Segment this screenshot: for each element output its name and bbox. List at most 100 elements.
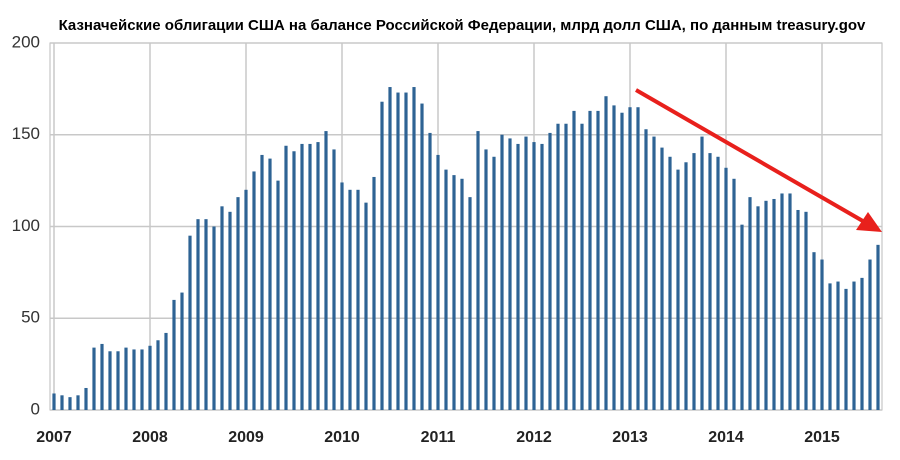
bar bbox=[556, 123, 560, 411]
bar bbox=[724, 167, 728, 410]
bar bbox=[812, 252, 816, 410]
bar bbox=[844, 288, 848, 410]
chart-title: Казначейские облигации США на балансе Ро… bbox=[59, 17, 866, 34]
x-tick-label: 2012 bbox=[516, 429, 552, 446]
bar bbox=[108, 351, 112, 410]
bar bbox=[356, 189, 360, 410]
bar bbox=[668, 156, 672, 410]
bar bbox=[196, 219, 200, 410]
bar bbox=[436, 154, 440, 410]
bar bbox=[404, 92, 408, 411]
bar bbox=[660, 147, 664, 410]
bar bbox=[460, 178, 464, 410]
bar bbox=[124, 347, 128, 410]
bar bbox=[716, 156, 720, 410]
bar bbox=[876, 244, 880, 410]
bar bbox=[308, 143, 312, 411]
bar bbox=[276, 180, 280, 410]
bar bbox=[300, 143, 304, 411]
bar bbox=[804, 211, 808, 410]
bar bbox=[484, 149, 488, 410]
bar bbox=[516, 143, 520, 411]
bar bbox=[244, 189, 248, 410]
x-tick-label: 2008 bbox=[132, 429, 168, 446]
bar bbox=[84, 387, 88, 410]
bar bbox=[164, 332, 168, 410]
bar bbox=[828, 283, 832, 410]
bar bbox=[476, 131, 480, 410]
bar bbox=[292, 151, 296, 410]
bar bbox=[140, 349, 144, 410]
bar bbox=[444, 169, 448, 410]
bar bbox=[748, 197, 752, 410]
bar bbox=[796, 209, 800, 410]
x-tick-label: 2011 bbox=[421, 429, 456, 446]
bar bbox=[684, 162, 688, 410]
bar bbox=[572, 110, 576, 411]
bar bbox=[92, 347, 96, 410]
bar bbox=[396, 92, 400, 411]
bar bbox=[340, 182, 344, 410]
bar bbox=[132, 349, 136, 410]
bar bbox=[780, 193, 784, 410]
bar bbox=[508, 138, 512, 411]
bar bbox=[468, 197, 472, 410]
x-tick-label: 2010 bbox=[324, 429, 360, 446]
bar bbox=[620, 112, 624, 410]
bar bbox=[588, 110, 592, 411]
bar bbox=[100, 343, 104, 410]
bar bbox=[612, 105, 616, 410]
bar bbox=[180, 292, 184, 410]
bar bbox=[596, 110, 600, 411]
y-tick-label: 100 bbox=[12, 216, 40, 235]
bar bbox=[708, 153, 712, 410]
bar bbox=[260, 154, 264, 410]
bar bbox=[388, 87, 392, 410]
x-tick-label: 2015 bbox=[804, 429, 840, 446]
bar bbox=[604, 96, 608, 410]
bar bbox=[428, 132, 432, 411]
y-tick-label: 0 bbox=[31, 399, 40, 418]
bar bbox=[740, 224, 744, 410]
arrow-head bbox=[856, 212, 882, 232]
bar bbox=[860, 277, 864, 410]
x-tick-label: 2014 bbox=[708, 429, 744, 446]
bar bbox=[172, 299, 176, 410]
bar bbox=[524, 136, 528, 410]
bar bbox=[60, 395, 64, 410]
bar bbox=[372, 176, 376, 410]
trend-arrow bbox=[634, 88, 882, 232]
x-tick-label: 2013 bbox=[612, 429, 648, 446]
plot: 0 50 100 150 200 2007 2008 2009 2010 2011 2012 2013… bbox=[12, 32, 882, 446]
bar bbox=[324, 131, 328, 410]
bar bbox=[332, 149, 336, 410]
bar bbox=[364, 202, 368, 410]
bar bbox=[452, 175, 456, 410]
bar bbox=[532, 142, 536, 410]
y-tick-label: 50 bbox=[21, 308, 40, 327]
bar bbox=[348, 189, 352, 410]
bar bbox=[764, 200, 768, 410]
y-tick-label: 200 bbox=[12, 32, 40, 51]
bar bbox=[236, 197, 240, 410]
bar bbox=[836, 281, 840, 410]
bar bbox=[548, 132, 552, 411]
bar bbox=[284, 145, 288, 410]
bar bbox=[212, 226, 216, 410]
bar bbox=[772, 198, 776, 410]
bar bbox=[380, 101, 384, 410]
bar bbox=[652, 136, 656, 410]
bar bbox=[52, 393, 56, 410]
bar bbox=[580, 123, 584, 411]
x-tick-label: 2007 bbox=[36, 429, 72, 446]
bar bbox=[316, 142, 320, 410]
bar bbox=[68, 397, 72, 410]
bar bbox=[700, 136, 704, 410]
bar bbox=[76, 395, 80, 410]
bar bbox=[500, 134, 504, 410]
bar bbox=[820, 259, 824, 410]
bar bbox=[116, 351, 120, 410]
bar bbox=[220, 206, 224, 410]
bar bbox=[756, 206, 760, 410]
